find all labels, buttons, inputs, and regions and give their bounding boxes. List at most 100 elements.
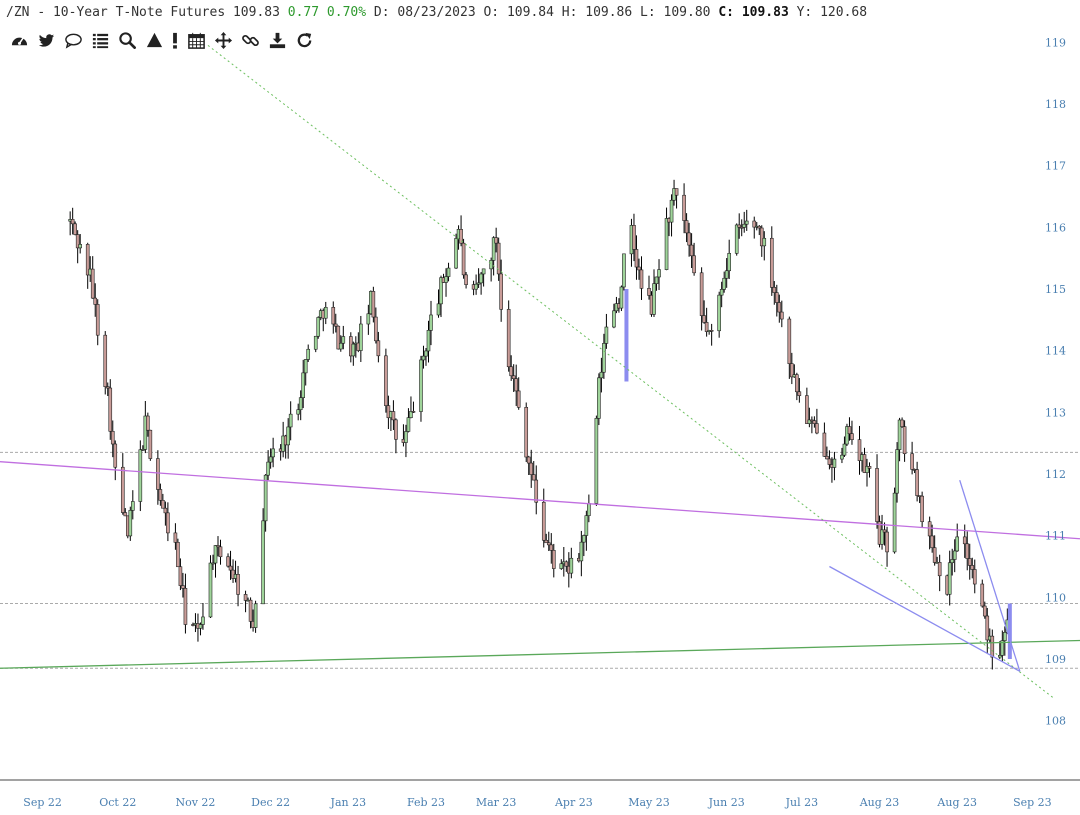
close-label: C: [718,5,734,20]
candle-body [226,556,230,567]
candle-body [176,542,180,568]
y-tick-label: 119 [1045,36,1066,49]
candle-body [424,350,428,357]
candle-body [967,558,972,566]
candle-body [930,535,934,549]
candle-body [248,599,253,622]
list-icon[interactable] [89,30,111,50]
candle-body [885,531,889,553]
candle-body [384,355,388,406]
candle-body [704,322,709,332]
download-icon[interactable] [266,30,288,50]
candle-body [762,237,767,247]
search-icon[interactable] [116,30,138,50]
low-label: L: [640,5,656,20]
candle-body [216,545,220,548]
yield-value: 120.68 [820,5,868,20]
exclamation-icon[interactable] [170,30,180,50]
candle-body [143,415,148,450]
candle-body [253,603,258,628]
candle-body [181,585,185,589]
candle-body [78,244,82,249]
candle-body [338,342,343,350]
candle-body [980,583,985,607]
candle-body [612,310,616,328]
candle-body [93,297,98,305]
candle-body [429,314,433,331]
candle-body [582,535,586,543]
candle-body [549,544,554,551]
candle-body [529,462,534,475]
refresh-icon[interactable] [293,30,315,50]
candle-body [211,562,215,565]
open-value: 109.84 [506,5,554,20]
candle-body [341,336,346,344]
candle-body [902,426,907,455]
candle-body [832,458,837,468]
candle-body [266,461,270,476]
candle-body [587,503,591,516]
candle-body [652,283,656,315]
candle-body [526,456,531,464]
link-icon[interactable] [239,30,261,50]
candle-body [604,326,609,344]
yield-label: Y: [796,5,813,20]
candle-body [579,541,584,562]
candle-body [985,615,990,641]
candle-body [1000,640,1005,656]
candle-body [952,550,957,560]
candle-body [546,542,551,546]
candle-body [509,366,513,377]
candle-body [419,359,423,412]
candle-body [664,218,669,270]
x-tick-label: Jun 23 [708,796,745,809]
candle-body [110,430,115,445]
candle-body [842,443,847,456]
candle-body [201,616,205,625]
candle-body [236,574,240,595]
candle-body [862,454,867,473]
candlestick-series [68,179,1012,670]
candle-body [141,449,145,451]
candle-body [454,238,458,269]
candle-body [446,267,451,277]
candle-body [982,605,987,617]
move-icon[interactable] [212,30,234,50]
x-tick-label: Dec 22 [251,796,290,809]
candle-body [303,359,308,374]
y-tick-label: 116 [1045,221,1066,234]
comment-icon[interactable] [62,30,84,50]
candle-body [807,419,812,424]
candle-body [166,512,170,534]
candle-body [892,492,897,553]
candle-body [474,283,478,290]
twitter-icon[interactable] [35,30,57,50]
open-label: O: [483,5,500,20]
candle-body [95,304,100,336]
x-tick-label: Feb 23 [407,796,445,809]
candle-body [371,291,376,318]
candle-body [972,569,977,585]
dashboard-icon[interactable] [8,30,30,50]
x-tick-label: Oct 22 [99,796,136,809]
candle-body [359,323,363,351]
candle-body [544,539,549,544]
candle-body [602,343,606,373]
candle-body [376,340,381,357]
calendar-icon[interactable] [185,30,207,50]
candle-body [847,426,852,435]
candle-body [183,588,188,625]
candle-body [619,286,624,309]
y-tick-label: 110 [1045,591,1066,604]
candle-body [306,348,311,360]
candle-body [336,325,341,350]
candle-body [990,635,995,658]
candle-body [875,468,879,522]
candle-body [777,302,782,313]
candle-body [496,242,501,275]
triangle-icon[interactable] [143,30,165,50]
candle-body [331,306,336,325]
high-label: H: [561,5,578,20]
candle-body [774,292,779,303]
